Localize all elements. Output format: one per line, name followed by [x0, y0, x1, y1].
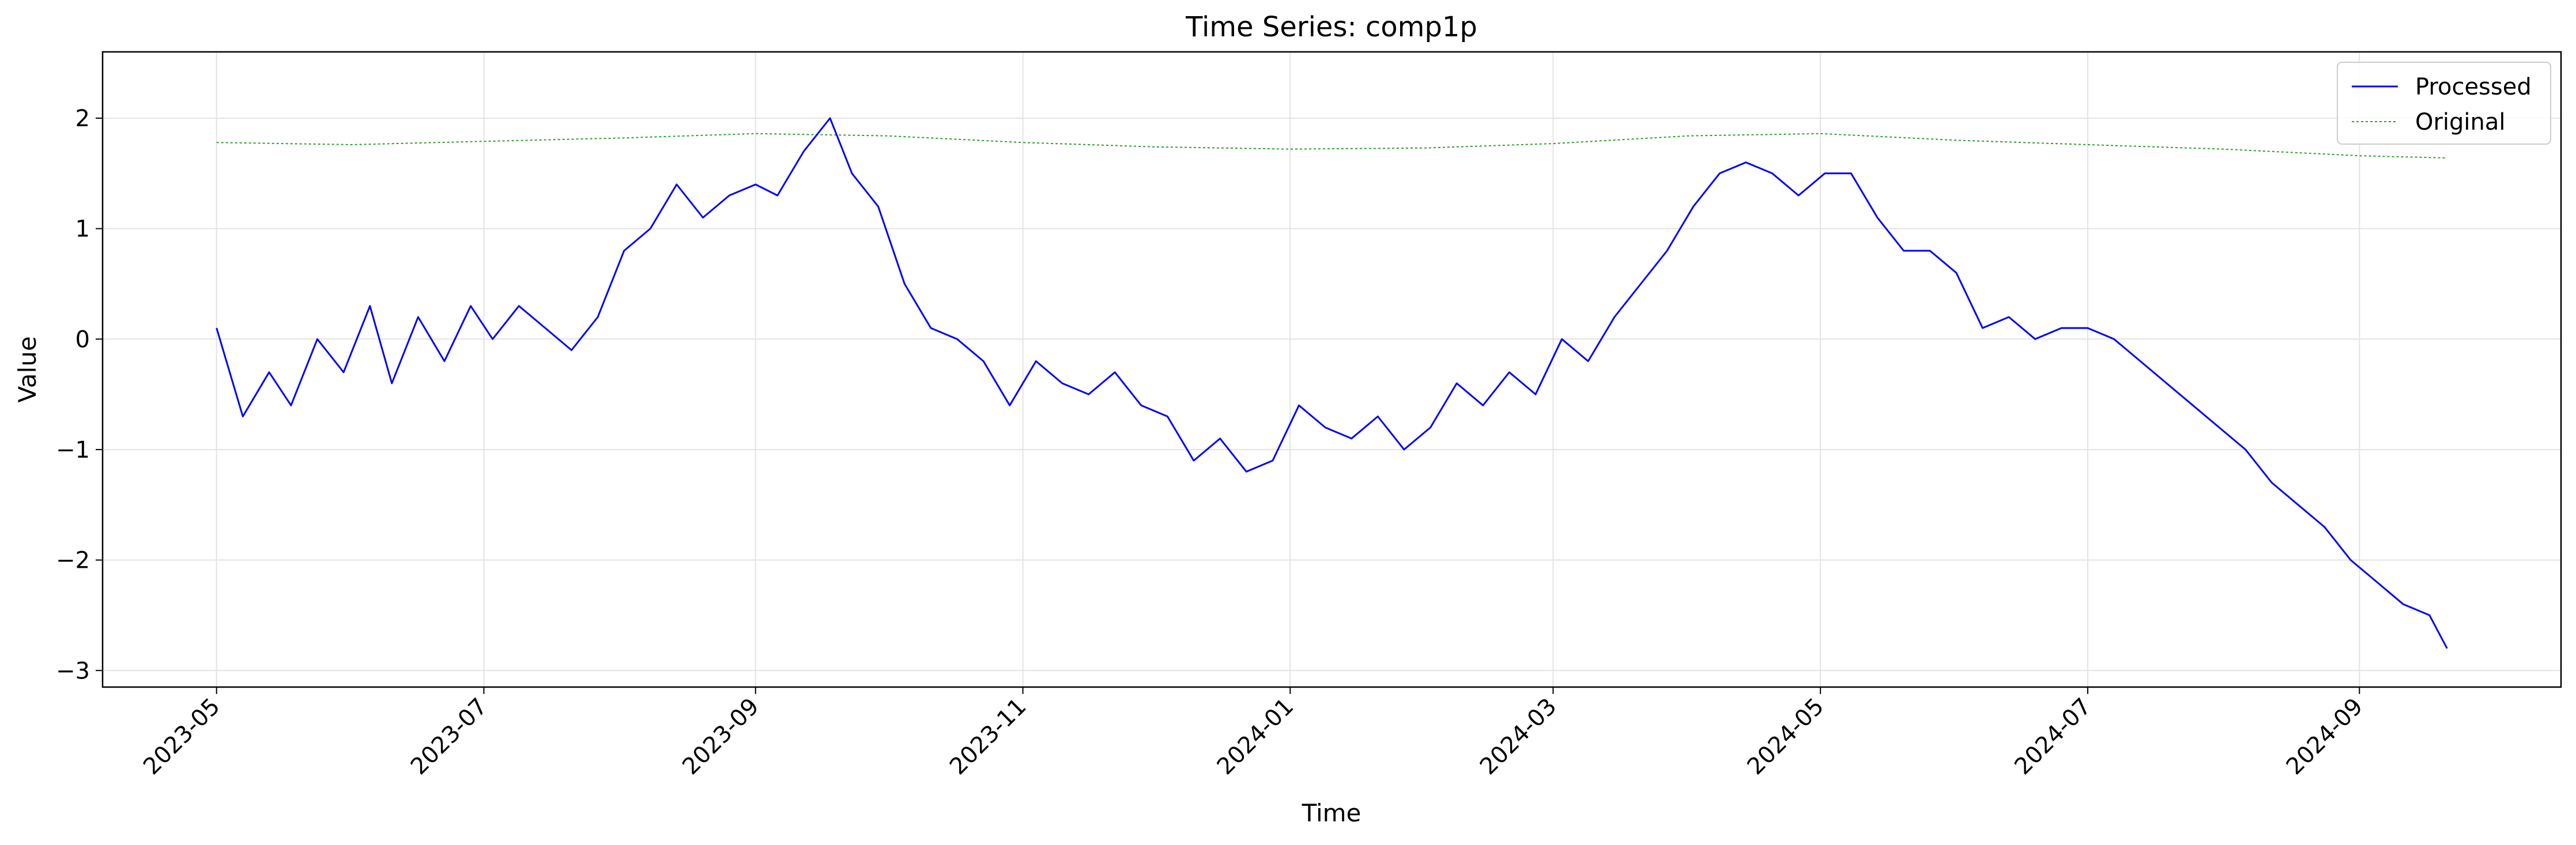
x-axis-title: Time: [1302, 799, 1361, 827]
y-tick-label: −2: [56, 548, 90, 574]
grid-lines: [103, 52, 2561, 687]
y-tick-label: 2: [76, 105, 90, 132]
y-tick-label: −1: [56, 437, 90, 463]
y-tick-label: −3: [56, 658, 90, 684]
y-axis: 2 1 0 −1 −2 −3: [56, 105, 103, 684]
y-tick-label: 1: [76, 216, 90, 243]
y-axis-title: Value: [13, 336, 42, 402]
legend-label-original: Original: [2415, 109, 2506, 135]
legend: Processed Original: [2337, 62, 2551, 145]
legend-label-processed: Processed: [2415, 74, 2532, 100]
legend-box: [2337, 62, 2551, 145]
series-line-processed: [216, 117, 2448, 649]
series-layer: [216, 117, 2448, 649]
plot-frame: [101, 51, 2562, 688]
chart-title: Time Series: comp1p: [1185, 11, 1477, 43]
y-tick-label: 0: [76, 326, 90, 353]
